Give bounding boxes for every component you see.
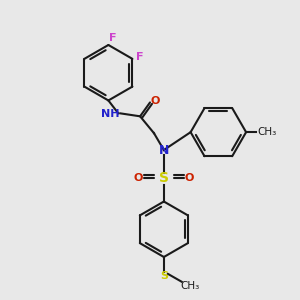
Text: F: F bbox=[136, 52, 143, 62]
Text: O: O bbox=[150, 97, 160, 106]
Text: F: F bbox=[109, 33, 116, 43]
Text: N: N bbox=[159, 143, 169, 157]
Text: S: S bbox=[159, 171, 169, 185]
Text: S: S bbox=[160, 271, 168, 281]
Text: O: O bbox=[134, 173, 143, 183]
Text: NH: NH bbox=[101, 109, 120, 119]
Text: CH₃: CH₃ bbox=[257, 127, 277, 137]
Text: O: O bbox=[185, 173, 194, 183]
Text: CH₃: CH₃ bbox=[180, 281, 199, 291]
